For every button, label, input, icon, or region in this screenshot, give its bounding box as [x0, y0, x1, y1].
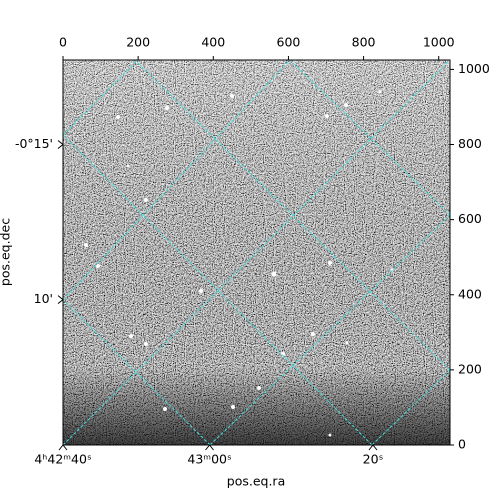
left-tick: [57, 140, 64, 149]
bottom-tick-label: 4ʰ42ᵐ40ˢ: [34, 452, 91, 467]
right-tick-label: 0: [458, 437, 466, 452]
top-tick-label: 1000: [423, 35, 455, 50]
left-tick-label: -0°15': [15, 136, 53, 151]
right-tick-label: 1000: [458, 61, 490, 76]
image: [63, 60, 450, 445]
bottom-tick-label: 20ˢ: [363, 452, 384, 467]
y-axis-label: pos.eq.dec: [0, 218, 13, 286]
top-tick-label: 800: [352, 35, 376, 50]
bottom-tick: [205, 444, 214, 451]
right-tick-label: 800: [458, 136, 482, 151]
top-tick-label: 0: [59, 35, 67, 50]
x-axis-label: pos.eq.ra: [227, 474, 285, 489]
right-tick-label: 600: [458, 211, 482, 226]
left-tick: [57, 295, 64, 305]
top-tick-label: 200: [126, 35, 150, 50]
stars: [84, 90, 394, 437]
bottom-tick: [58, 444, 68, 451]
right-tick-label: 400: [458, 286, 482, 301]
bottom-tick-label: 43ᵐ00ˢ: [187, 452, 231, 467]
frame: [62, 59, 451, 446]
bottom-tick: [368, 444, 378, 451]
left-tick-label: 10': [34, 291, 53, 306]
right-tick-label: 200: [458, 361, 482, 376]
top-tick-label: 600: [277, 35, 301, 50]
coordinate-grid: [63, 60, 450, 445]
top-tick-label: 400: [201, 35, 225, 50]
